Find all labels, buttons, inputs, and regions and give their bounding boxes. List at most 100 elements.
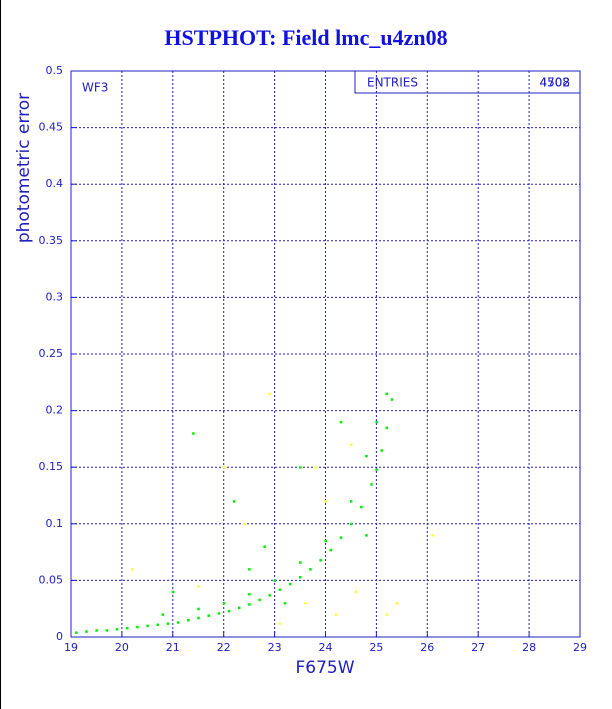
point [278, 622, 282, 625]
point [314, 466, 317, 469]
point [349, 522, 353, 526]
point [385, 426, 389, 430]
point [161, 613, 165, 616]
y-tick-label: 0 [56, 630, 63, 643]
x-tick-label: 22 [217, 641, 231, 654]
x-tick-label: 27 [471, 641, 485, 654]
y-tick-label: 0.2 [46, 404, 64, 417]
point [349, 443, 353, 447]
point [299, 561, 302, 564]
stats-label: ENTRIES [367, 76, 418, 90]
point [156, 623, 160, 627]
y-tick-label: 0.1 [46, 517, 64, 530]
x-tick-label: 25 [369, 641, 383, 654]
point [268, 392, 272, 396]
point [370, 483, 373, 486]
stats-value: 4702 [539, 76, 570, 90]
point [187, 619, 190, 622]
point [146, 624, 149, 628]
y-tick-label: 0.4 [46, 177, 64, 190]
point [248, 568, 251, 571]
point [243, 522, 246, 526]
point [268, 594, 272, 597]
point [75, 631, 78, 634]
point [105, 629, 109, 632]
x-tick-label: 26 [420, 641, 434, 654]
point [197, 585, 200, 588]
point [299, 466, 302, 469]
point [248, 603, 251, 606]
point [263, 545, 266, 548]
point [131, 568, 134, 571]
y-tick-label: 0.45 [39, 121, 64, 134]
point [395, 602, 399, 605]
point [125, 626, 129, 630]
point [115, 628, 119, 631]
point [380, 449, 383, 452]
x-tick-label: 23 [268, 641, 282, 654]
point [278, 588, 282, 591]
point [375, 468, 378, 471]
point [207, 614, 210, 617]
point [95, 629, 98, 632]
point [299, 576, 302, 579]
point [339, 536, 343, 539]
point [360, 505, 363, 509]
point [355, 590, 358, 594]
point [232, 500, 236, 503]
point [375, 420, 378, 424]
point [136, 625, 139, 629]
x-tick-label: 29 [573, 641, 587, 654]
x-tick-label: 28 [522, 641, 536, 654]
y-tick-label: 0.35 [39, 234, 64, 247]
point [304, 602, 307, 605]
point [319, 559, 322, 562]
point [324, 500, 327, 503]
point [217, 612, 221, 615]
point [171, 590, 175, 594]
point [85, 630, 88, 633]
point [227, 609, 231, 613]
point [339, 420, 343, 424]
point [349, 500, 353, 503]
point [324, 539, 327, 543]
point [390, 398, 394, 401]
point [222, 466, 226, 469]
y-tick-label: 0.05 [39, 573, 64, 586]
point [385, 613, 389, 616]
x-tick-label: 24 [319, 641, 333, 654]
point [197, 607, 200, 611]
point [248, 592, 251, 596]
annotation: WF3 [82, 81, 108, 95]
point [334, 613, 338, 616]
point [385, 392, 389, 396]
y-tick-label: 0.25 [39, 347, 64, 360]
y-tick-label: 0.15 [39, 460, 64, 473]
point [365, 534, 368, 537]
point [166, 622, 170, 625]
point [309, 568, 312, 571]
point [431, 534, 434, 537]
point [329, 548, 333, 552]
point [283, 602, 287, 605]
y-tick-label: 0.5 [46, 64, 64, 77]
x-tick-label: 20 [115, 641, 129, 654]
point [237, 606, 241, 610]
stats-value: 4508 [539, 76, 570, 90]
point [222, 602, 226, 605]
point [176, 621, 180, 624]
point [273, 579, 277, 582]
point [365, 454, 368, 458]
point [197, 616, 200, 620]
x-tick-label: 19 [64, 641, 78, 654]
point [258, 598, 261, 602]
point [192, 432, 195, 435]
plot-frame [70, 70, 581, 638]
chart-title: HSTPHOT: Field lmc_u4zn08 [164, 25, 447, 50]
y-tick-label: 0.3 [46, 290, 64, 303]
x-tick-label: 21 [166, 641, 180, 654]
x-axis-label: F675W [295, 658, 354, 678]
y-axis-label: photometric error [14, 93, 34, 243]
